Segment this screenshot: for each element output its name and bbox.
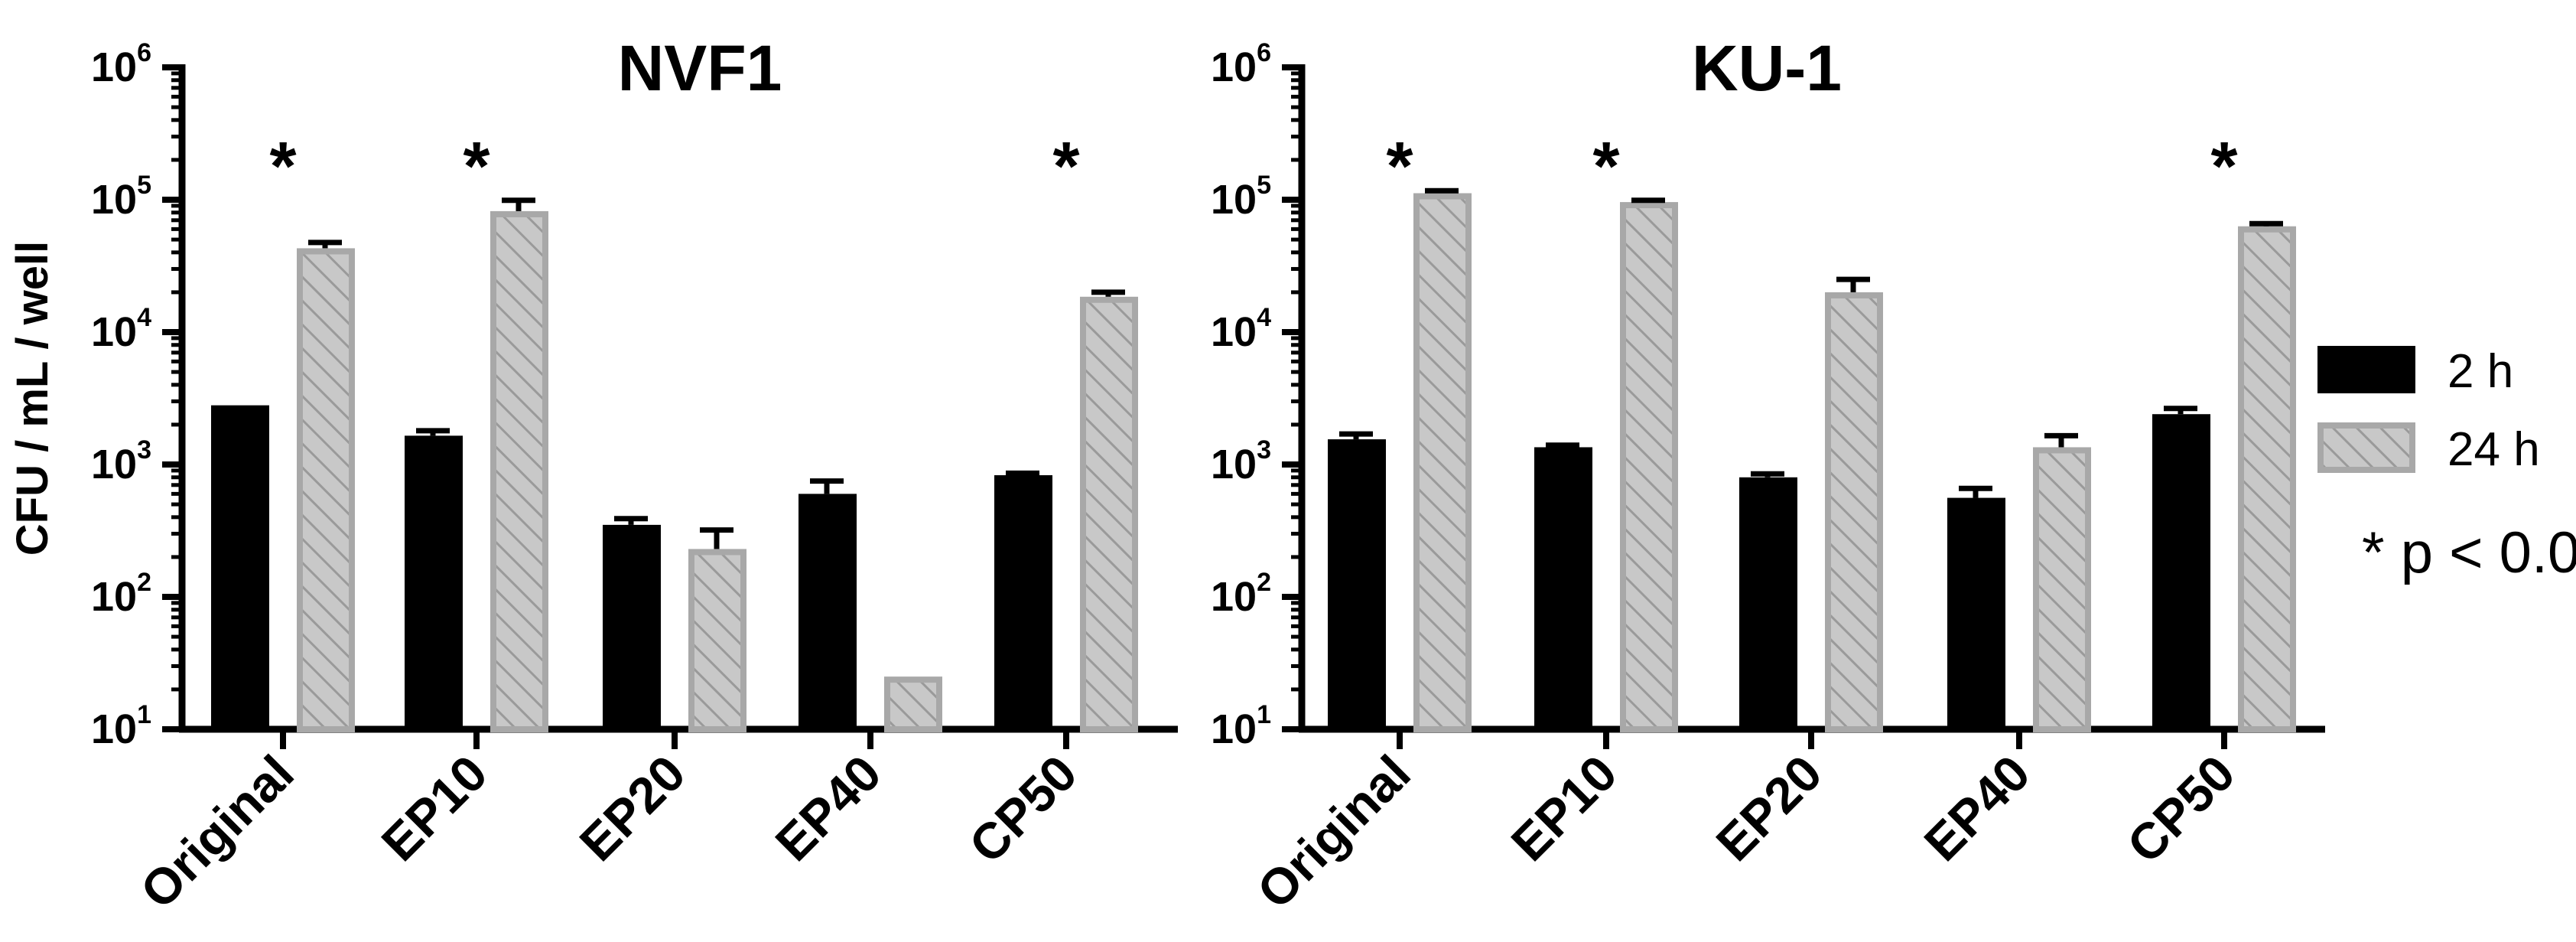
bar-24h: [490, 210, 548, 732]
x-tick-label: EP20: [1705, 745, 1833, 872]
x-tick-label: CP50: [2116, 745, 2246, 874]
bar-2h: [994, 474, 1052, 729]
y-tick-label: 106: [91, 38, 151, 90]
y-tick-label: 102: [91, 568, 151, 620]
y-tick-label: 103: [1211, 435, 1271, 487]
bar-2h: [2152, 414, 2210, 729]
legend-swatch-24h: [2317, 422, 2415, 473]
significance-star: *: [463, 129, 490, 205]
bar-2h: [405, 435, 463, 729]
x-tick-label: Original: [129, 745, 304, 920]
chart-title: KU-1: [1692, 32, 1842, 104]
y-tick-label: 105: [91, 171, 151, 223]
y-tick-label: 101: [91, 700, 151, 752]
significance-star: *: [1052, 129, 1079, 205]
y-tick-label: 104: [1211, 303, 1271, 355]
x-tick-label: Original: [1246, 745, 1421, 920]
y-tick-label: 103: [91, 435, 151, 487]
y-tick-label: 102: [1211, 568, 1271, 620]
bar-2h: [798, 494, 857, 729]
bar-24h: [1413, 193, 1472, 732]
x-tick-label: EP40: [1913, 745, 2041, 872]
bar-24h: [1825, 292, 1883, 732]
x-tick-label: CP50: [958, 745, 1088, 874]
y-tick-label: 104: [91, 303, 151, 355]
x-tick-label: EP40: [764, 745, 892, 872]
x-tick-label: EP10: [1500, 745, 1628, 872]
bar-2h: [1739, 477, 1797, 729]
legend: 2 h 24 h * p < 0.01: [2317, 345, 2576, 585]
bar-24h: [1620, 202, 1678, 732]
bar-2h: [1328, 439, 1386, 729]
significance-note: * p < 0.01: [2362, 520, 2576, 585]
bar-2h: [211, 405, 269, 729]
y-axis-label: CFU / mL / well: [8, 241, 57, 556]
y-tick-label: 101: [1211, 700, 1271, 752]
bar-24h: [884, 676, 942, 732]
legend-swatch-2h: [2317, 346, 2415, 393]
significance-star: *: [269, 129, 296, 205]
bar-24h: [297, 248, 355, 732]
chart-title: NVF1: [618, 32, 782, 104]
legend-label-2h: 2 h: [2448, 345, 2513, 398]
significance-star: *: [2210, 129, 2237, 205]
significance-star: *: [1592, 129, 1619, 205]
bar-2h: [1947, 497, 2005, 729]
legend-label-24h: 24 h: [2448, 423, 2540, 476]
bar-24h: [1080, 296, 1138, 732]
chart-0: NVF1 CFU / mL / well 101 102 103 104 105 106 Ori…: [8, 32, 1178, 919]
chart-1: KU-1 101 102 103 104 105 106 Original * EP10 * EP20…: [1211, 32, 2325, 919]
bar-24h: [688, 549, 746, 732]
x-tick-label: EP20: [568, 745, 696, 872]
charts-layer: NVF1 CFU / mL / well 101 102 103 104 105 106 Ori…: [8, 32, 2325, 919]
y-tick-label: 105: [1211, 171, 1271, 223]
y-tick-label: 106: [1211, 38, 1271, 90]
bar-24h: [2033, 447, 2091, 732]
bar-2h: [1534, 447, 1592, 729]
significance-star: *: [1386, 129, 1413, 205]
bar-24h: [2238, 226, 2296, 732]
bar-2h: [603, 524, 661, 729]
x-tick-label: EP10: [370, 745, 498, 872]
